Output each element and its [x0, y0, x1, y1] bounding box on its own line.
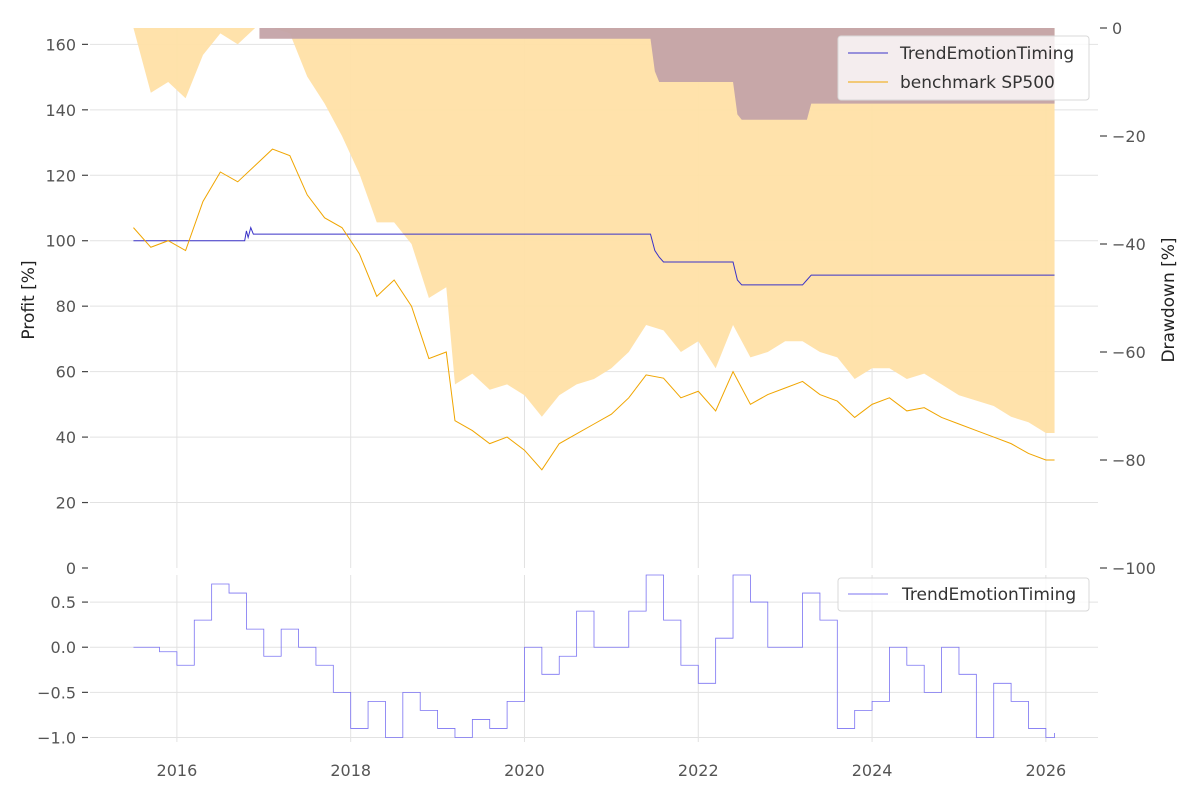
series-line-1: [133, 148, 1055, 471]
legend-bottom: TrendEmotionTiming: [837, 577, 1090, 612]
x-tick-label-5: 2026: [1026, 761, 1067, 780]
y-right-tick-label-4: −80: [1112, 451, 1146, 470]
y-tick-label-3: 60: [56, 363, 76, 382]
legend-bottom-box: [837, 577, 1090, 612]
y-right-tick-label-0: 0: [1112, 19, 1122, 38]
x-tick-label-2: 2020: [504, 761, 545, 780]
y-tick-label-7: 140: [45, 101, 76, 120]
legend-top: TrendEmotionTiming benchmark SP500: [837, 35, 1090, 101]
legend-label-trendemotiontiming: TrendEmotionTiming: [899, 44, 1074, 64]
y-right-tick-label-3: −60: [1112, 343, 1146, 362]
x-tick-label-3: 2022: [678, 761, 719, 780]
bottom-y-tick-label-1: −0.5: [37, 683, 76, 702]
axis-ticks: 0 20 40 60 80 100 120 140 160 0 −20 −40 −60 −80 −100 −1…: [37, 19, 1156, 780]
y-right-tick-label-2: −40: [1112, 235, 1146, 254]
y-tick-label-0: 0: [66, 559, 76, 578]
x-tick-label-4: 2024: [852, 761, 893, 780]
bottom-y-tick-label-0: −1.0: [37, 728, 76, 747]
legend-bottom-label: TrendEmotionTiming: [901, 585, 1076, 605]
legend-top-box: [837, 35, 1090, 101]
y-right-tick-label-1: −20: [1112, 127, 1146, 146]
legend-label-benchmark: benchmark SP500: [900, 73, 1055, 93]
bottom-y-tick-label-2: 0.0: [51, 638, 76, 657]
y-axis-label-drawdown: Drawdown [%]: [1159, 237, 1179, 362]
y-tick-label-4: 80: [56, 297, 76, 316]
series-line-0: [133, 226, 1055, 286]
x-tick-label-0: 2016: [157, 761, 198, 780]
y-axis-label-profit: Profit [%]: [19, 260, 39, 339]
drawdown-area-0: [133, 28, 1055, 433]
bottom-y-tick-label-3: 0.5: [51, 593, 76, 612]
y-tick-label-6: 120: [45, 166, 76, 185]
y-right-tick-label-5: −100: [1112, 559, 1156, 578]
x-tick-label-1: 2018: [330, 761, 371, 780]
y-tick-label-1: 20: [56, 494, 76, 513]
bottom-panel-lines: [133, 574, 1055, 738]
bottom-series-line-0: [133, 574, 1055, 738]
y-tick-label-2: 40: [56, 428, 76, 447]
y-tick-label-5: 100: [45, 232, 76, 251]
y-tick-label-8: 160: [45, 35, 76, 54]
top-panel-lines: [133, 148, 1055, 471]
